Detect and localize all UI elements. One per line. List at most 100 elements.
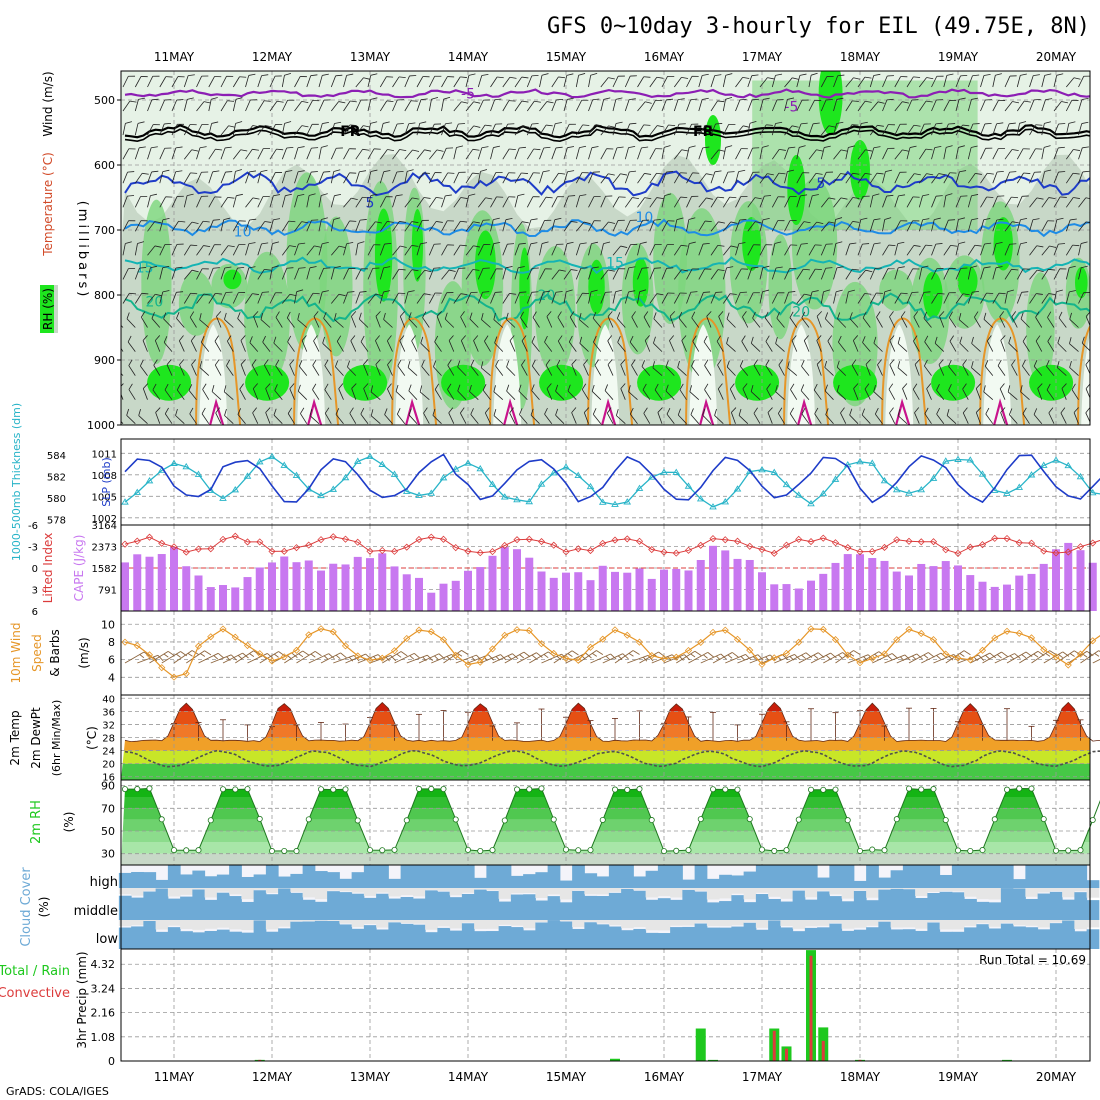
wind-barb: [294, 170, 305, 184]
barb-staff: [269, 267, 273, 280]
wind-barb: [196, 293, 211, 304]
wind-barb: [918, 148, 933, 160]
barb-flag: [1007, 385, 1011, 393]
barb-flag: [939, 311, 945, 317]
barb-staff: [869, 195, 874, 208]
isotherm-30-loop: [1092, 402, 1100, 425]
wind-barb: [335, 360, 344, 376]
barb-flag: [853, 77, 861, 80]
wind-barb: [447, 359, 455, 376]
barb-staff: [588, 196, 595, 208]
wind-barb: [404, 149, 420, 160]
wind-barb: [465, 221, 480, 232]
barb-flag: [864, 76, 872, 79]
wind-barb: [710, 221, 726, 232]
barb-staff: [502, 293, 510, 304]
barb-staff: [959, 342, 969, 352]
barb-flag: [1047, 335, 1052, 342]
barb-staff: [245, 125, 254, 136]
barb-staff: [771, 196, 779, 208]
wind-barb: [477, 197, 493, 208]
barb-flag: [826, 243, 833, 245]
barb-flag: [681, 149, 689, 152]
barb-staff: [1007, 391, 1018, 401]
thickness-marker: [635, 484, 644, 491]
barb-staff: [226, 365, 234, 376]
barb-flag: [873, 73, 881, 76]
wind-barb: [286, 311, 295, 328]
barb-staff: [752, 317, 761, 328]
rh-core: [223, 269, 242, 290]
wind-barb: [183, 124, 197, 136]
lifted-index-marker: [133, 537, 141, 545]
wind-barb: [408, 408, 418, 424]
cloud-bar: [265, 894, 279, 920]
barb-flag: [705, 124, 713, 127]
barb-flag: [363, 383, 369, 389]
barb-flag: [508, 172, 516, 174]
barb-flag: [447, 244, 455, 246]
barb-flag: [1008, 336, 1012, 344]
barb-flag: [399, 149, 407, 152]
wind-barb: [820, 197, 836, 208]
barb-flag: [519, 242, 526, 245]
barb-staff: [955, 99, 960, 112]
barb-flag: [199, 360, 203, 368]
footer-credit: GrADS: COLA/IGES: [6, 1085, 109, 1098]
barb-staff: [343, 124, 351, 136]
wind-barb: [1033, 360, 1043, 376]
barb-staff: [1078, 292, 1085, 304]
cape-bar: [917, 563, 926, 611]
thickness-marker: [1015, 483, 1024, 490]
rh2m-marker: [783, 847, 790, 854]
barb-flag: [665, 360, 669, 368]
barb-flag: [191, 149, 199, 152]
barb-flag: [936, 407, 941, 415]
wind-barb: [820, 289, 831, 304]
wind-barb: [294, 101, 309, 112]
barb-flag: [348, 656, 354, 662]
barb-flag: [375, 335, 380, 341]
barb-staff: [1037, 388, 1043, 400]
cloud-gap: [657, 888, 671, 897]
wind-barb: [363, 359, 369, 376]
wind10m-barb: [480, 654, 507, 664]
wind10m-marker: [317, 625, 325, 633]
wind10m-marker: [145, 651, 154, 659]
wind-barb: [147, 75, 160, 88]
barb-flag: [1061, 383, 1067, 389]
wind-barb: [275, 311, 283, 328]
barb-flag: [509, 148, 516, 151]
thickness-marker: [1064, 461, 1073, 469]
rh-plume: [244, 251, 290, 385]
thickness-marker: [672, 468, 681, 475]
lifted-index-marker: [305, 541, 313, 549]
barb-staff: [122, 220, 129, 232]
barb-flag: [875, 267, 882, 269]
lifted-index-marker: [623, 535, 631, 543]
wind-barb: [992, 100, 1006, 112]
wind-barb: [816, 359, 823, 376]
barb-staff: [673, 99, 679, 112]
barb-flag: [1020, 385, 1023, 392]
wind-barb: [404, 122, 416, 136]
barb-staff: [465, 269, 474, 280]
wind-barb: [600, 291, 613, 304]
cape-bar: [439, 583, 448, 611]
barb-flag: [460, 220, 468, 223]
barb-flag: [1062, 651, 1070, 657]
barb-flag: [460, 311, 465, 318]
wind-barb: [764, 311, 773, 328]
lifted-index-marker: [1003, 534, 1011, 543]
wind-barb: [1095, 360, 1100, 376]
barb-staff: [166, 364, 173, 376]
tick-label: 1011: [92, 449, 117, 460]
cloud-bar: [400, 897, 414, 920]
wind-barb: [493, 312, 504, 328]
wind-barb: [126, 408, 136, 424]
wind-barb: [735, 76, 750, 88]
barb-flag: [789, 267, 797, 269]
barb-staff: [232, 195, 237, 208]
slp-frame: [120, 438, 1091, 526]
barb-staff: [407, 367, 418, 376]
